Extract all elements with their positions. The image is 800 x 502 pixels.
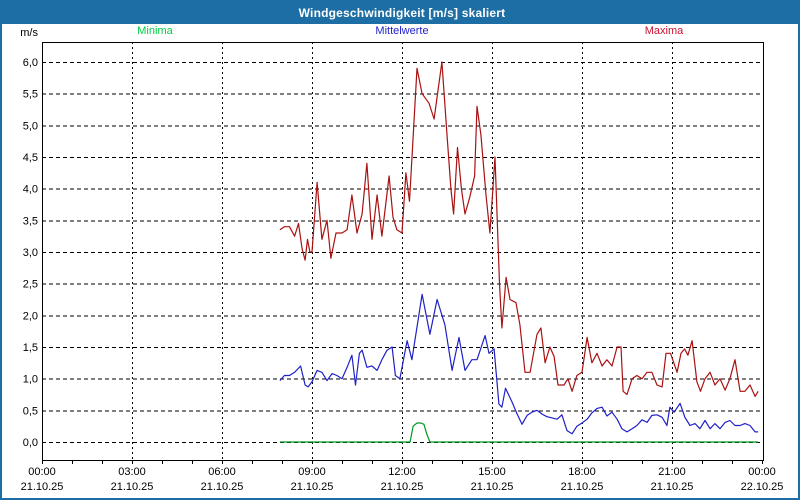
y-tick-label: 4,0: [23, 184, 38, 196]
series-minima-line: [279, 422, 759, 443]
x-tick-time-label: 09:00: [298, 466, 326, 478]
x-tick-time-label: 12:00: [388, 466, 416, 478]
x-tick-date-label: 21.10.25: [651, 481, 694, 493]
x-tick-time-label: 00:00: [28, 466, 56, 478]
plot-border: [42, 42, 764, 461]
y-tick-label: 5,0: [23, 120, 38, 132]
y-tick-label: 6,0: [23, 57, 38, 69]
x-tick-date-label: 22.10.25: [741, 481, 784, 493]
chart-legend: Minima Mittelwerte Maxima: [2, 25, 800, 41]
x-tick-date-label: 21.10.25: [21, 481, 64, 493]
legend-label-mittelwerte: Mittelwerte: [375, 25, 429, 37]
y-tick-label: 0,0: [23, 437, 38, 449]
legend-label-maxima: Maxima: [644, 25, 684, 37]
y-axis-labels: 0,0 0,5 1,0 1,5 2,0 2,5 3,0 3,5 4,0 4,5 5,0 5,5 6,0 m…: [20, 27, 38, 449]
x-tick-time-label: 15:00: [478, 466, 506, 478]
window-title: Windgeschwindigkeit [m/s] skaliert: [298, 6, 506, 20]
y-tick-label: 4,5: [23, 152, 38, 164]
x-tick-time-label: 03:00: [118, 466, 146, 478]
y-tick-label: 1,0: [23, 374, 38, 386]
series-maxima-line: [279, 61, 759, 397]
x-tick-date-label: 21.10.25: [111, 481, 154, 493]
x-axis-labels: 00:00 21.10.25 03:00 21.10.25 06:00 21.10.25 0…: [21, 466, 784, 493]
x-tick-time-label: 06:00: [208, 466, 236, 478]
x-tick-date-label: 21.10.25: [201, 481, 244, 493]
gridlines: [42, 42, 763, 460]
y-tick-label: 3,5: [23, 215, 38, 227]
y-tick-label: 0,5: [23, 405, 38, 417]
y-tick-label: 5,5: [23, 89, 38, 101]
y-tick-label: 3,0: [23, 247, 38, 259]
x-tick-time-label: 21:00: [658, 466, 686, 478]
legend-label-minima: Minima: [137, 25, 173, 37]
x-tick-date-label: 21.10.25: [471, 481, 514, 493]
title-bar: Windgeschwindigkeit [m/s] skaliert: [2, 2, 800, 24]
series-mittelwerte-line: [279, 293, 759, 435]
x-tick-date-label: 21.10.25: [561, 481, 604, 493]
x-tick-time-label: 18:00: [568, 466, 596, 478]
y-axis-unit-label: m/s: [20, 27, 38, 39]
y-tick-label: 1,5: [23, 342, 38, 354]
y-tick-label: 2,5: [23, 279, 38, 291]
x-tick-time-label: 00:00: [748, 466, 776, 478]
x-tick-date-label: 21.10.25: [291, 481, 334, 493]
y-tick-label: 2,0: [23, 310, 38, 322]
x-axis-ticks: [42, 460, 763, 464]
x-tick-date-label: 21.10.25: [381, 481, 424, 493]
